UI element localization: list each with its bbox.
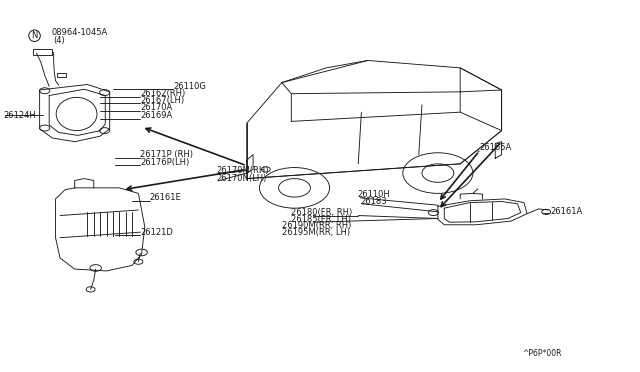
Text: 26170N(LH): 26170N(LH) [216,174,266,183]
Text: 26183: 26183 [360,197,387,206]
Text: 26170A: 26170A [140,103,173,112]
Bar [58,73,67,77]
Text: 26110G: 26110G [173,81,206,90]
Bar [33,49,52,55]
Text: 26176P(LH): 26176P(LH) [140,158,189,167]
Text: 26180(FR, RH): 26180(FR, RH) [291,208,353,217]
Text: 26165A: 26165A [479,143,511,152]
Text: 26110H: 26110H [357,190,390,199]
Text: 26162(RH): 26162(RH) [140,89,186,98]
Text: 26185(FR, LH): 26185(FR, LH) [291,215,351,224]
Text: 26161A: 26161A [550,207,583,216]
Text: 26167(LH): 26167(LH) [140,96,184,105]
Text: 26190M(RR, RH): 26190M(RR, RH) [282,221,351,231]
Text: 26195M(RR, LH): 26195M(RR, LH) [282,228,350,237]
Text: 26169A: 26169A [140,111,173,120]
Text: 08964-1045A: 08964-1045A [51,28,108,37]
Text: (4): (4) [54,36,65,45]
Text: 26171P (RH): 26171P (RH) [140,150,193,159]
Text: 26121D: 26121D [140,228,173,237]
Text: 26124H: 26124H [3,110,36,120]
Text: 26161E: 26161E [150,193,182,202]
Text: N: N [31,31,38,40]
Text: ^P6P*00R: ^P6P*00R [523,349,562,358]
Text: 26170M(RH): 26170M(RH) [216,166,269,176]
